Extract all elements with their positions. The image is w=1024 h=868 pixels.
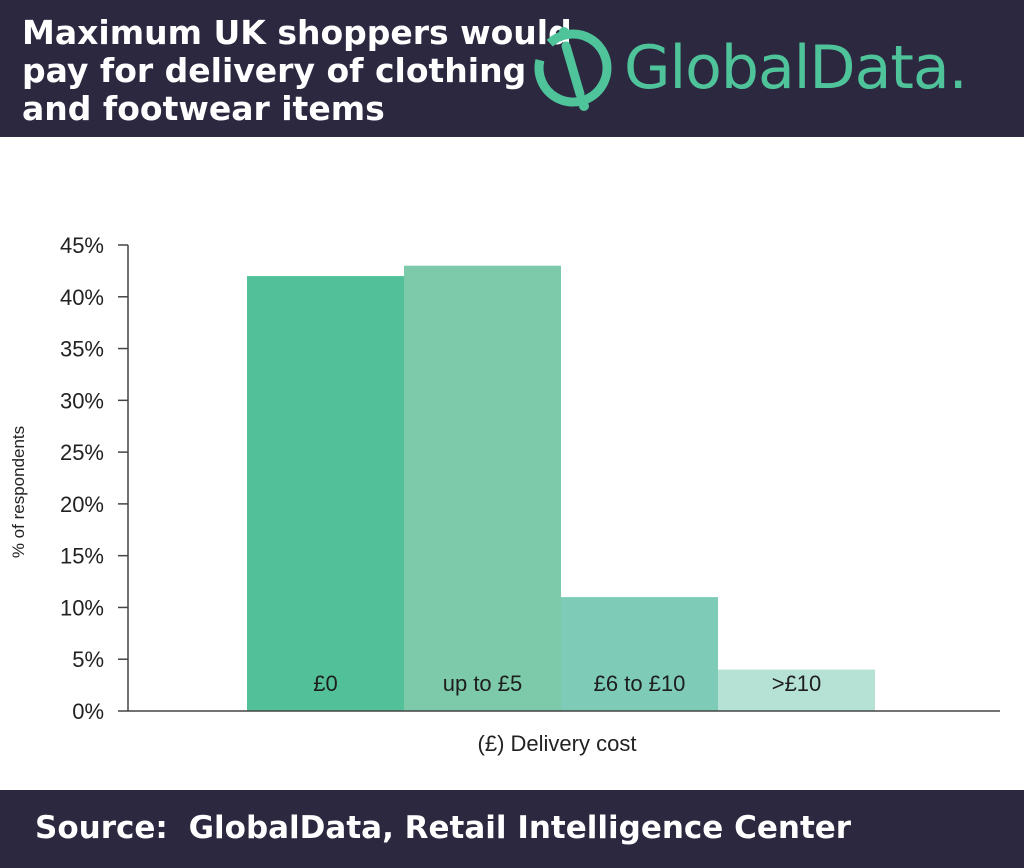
- logo-wordmark: GlobalData.: [624, 33, 968, 103]
- x-axis-label: (£) Delivery cost: [478, 731, 637, 756]
- y-tick-label: 20%: [60, 492, 104, 517]
- title-line-1: Maximum UK shoppers would: [22, 13, 572, 52]
- chart-header: Maximum UK shoppers would pay for delive…: [0, 0, 1024, 137]
- bar: [718, 669, 875, 711]
- source-label: Source:: [35, 810, 168, 846]
- y-tick-label: 35%: [60, 337, 104, 362]
- category-label: up to £5: [443, 671, 523, 696]
- y-tick-label: 10%: [60, 595, 104, 620]
- title-line-2: pay for delivery of clothing: [22, 51, 527, 90]
- y-tick-label: 45%: [60, 233, 104, 258]
- category-labels: £0 up to £5 £6 to £10 >£10: [313, 671, 821, 696]
- globaldata-logo-icon: [534, 27, 612, 111]
- globaldata-logo: GlobalData.: [528, 18, 1008, 118]
- category-label: £6 to £10: [594, 671, 686, 696]
- bar: [561, 597, 718, 711]
- category-label: £0: [313, 671, 337, 696]
- y-tick-label: 40%: [60, 285, 104, 310]
- source-note: Source: GlobalData, Retail Intelligence …: [35, 808, 851, 848]
- bar: [404, 265, 561, 711]
- chart-footer: Source: GlobalData, Retail Intelligence …: [0, 790, 1024, 868]
- y-axis: 0% 5% 10% 15% 20% 25% 30% 35% 40% 45%: [60, 233, 129, 724]
- y-tick-label: 5%: [72, 647, 104, 672]
- title-line-3: and footwear items: [22, 89, 385, 128]
- y-tick-label: 25%: [60, 440, 104, 465]
- y-tick-label: 15%: [60, 544, 104, 569]
- bar-chart: 0%5%10%15%20%25%30%35%40%45% £0 up to £5 £…: [9, 233, 1000, 756]
- chart-title: Maximum UK shoppers would pay for delive…: [22, 13, 572, 128]
- y-tick-label: 30%: [60, 388, 104, 413]
- bar: [247, 276, 404, 711]
- y-tick-label: 0%: [72, 699, 104, 724]
- y-axis-label: % of respondents: [9, 426, 28, 558]
- bars-group: [247, 265, 875, 711]
- source-text: GlobalData, Retail Intelligence Center: [188, 810, 852, 846]
- category-label: >£10: [772, 671, 822, 696]
